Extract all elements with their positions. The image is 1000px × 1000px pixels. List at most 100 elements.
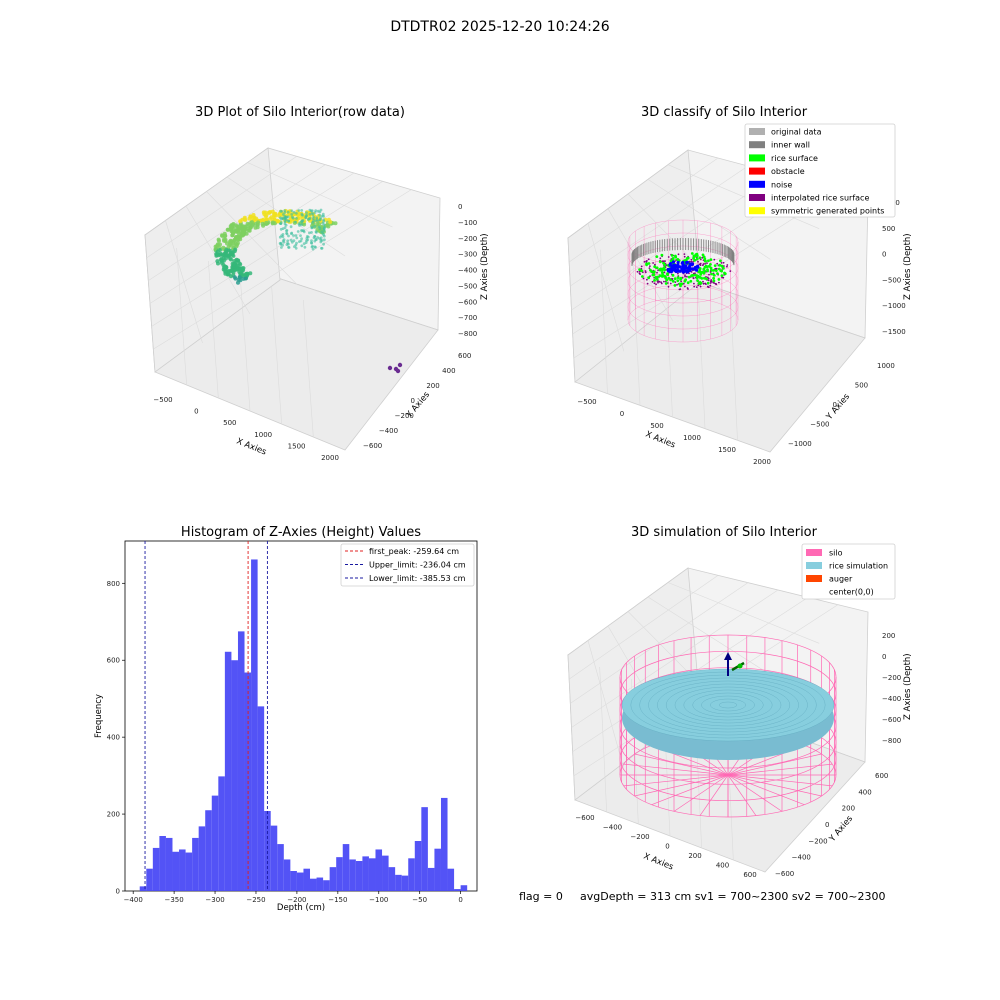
raw-point	[266, 210, 271, 215]
panel-raw-3d: 3D Plot of Silo Interior(row data) −500 0…	[144, 105, 490, 462]
rice-surface-point	[658, 274, 662, 277]
hist-bar	[362, 856, 369, 891]
raw-point	[314, 238, 318, 241]
hist-legend-label: Lower_limit: -385.53 cm	[369, 574, 466, 583]
interpolated-point	[661, 260, 664, 263]
hist-y-tick-label: 0	[116, 888, 120, 896]
rice-surface-point	[671, 273, 675, 277]
silo-floor-spoke	[623, 763, 729, 776]
interpolated-point	[699, 262, 702, 265]
cls-x-tick-label: 1000	[683, 434, 701, 442]
silo-floor-spoke	[727, 774, 805, 806]
interpolated-point	[654, 263, 656, 266]
hist-x-tick-label: −350	[164, 896, 183, 904]
raw-point	[268, 216, 273, 221]
rice-surface-point	[655, 277, 659, 281]
hist-bar	[146, 868, 153, 891]
hist-bar	[382, 855, 389, 891]
rice-surface-point	[704, 259, 707, 263]
rice-surface-point	[700, 277, 704, 280]
raw-point	[313, 245, 317, 249]
sim-y-tick-label: 0	[825, 821, 829, 829]
cls-y-tick-label: −1000	[788, 440, 812, 448]
hist-bar	[296, 872, 304, 891]
raw-y-tick-label: −600	[363, 442, 382, 450]
raw-point	[323, 238, 326, 242]
interpolated-point	[663, 271, 666, 274]
noise-point	[671, 260, 676, 264]
raw-point	[241, 268, 246, 273]
hist-bar	[224, 651, 232, 891]
raw-y-tick-label: 200	[426, 382, 439, 390]
sim-legend: silo rice simulation auger center(0,0)	[801, 543, 896, 600]
hist-bar	[218, 776, 225, 891]
interpolated-point	[677, 272, 679, 275]
raw-point	[321, 221, 325, 225]
interpolated-point	[702, 280, 704, 283]
rice-surface-point	[664, 282, 668, 285]
interpolated-point	[707, 277, 710, 280]
rice-surface-point	[710, 269, 714, 272]
hist-bar	[454, 889, 461, 891]
raw-point	[300, 223, 303, 227]
raw-point	[290, 213, 294, 216]
raw-z-tick-label: 0	[458, 203, 462, 211]
interpolated-point	[708, 273, 710, 276]
raw-z-tick-label: −400	[458, 267, 477, 275]
raw-point	[319, 236, 323, 240]
raw-point	[244, 272, 248, 276]
hist-x-tick-label: −150	[328, 896, 347, 904]
raw-point	[281, 243, 284, 247]
noise-point	[673, 266, 677, 270]
interpolated-point	[693, 285, 696, 288]
hist-bar	[165, 837, 173, 891]
raw-point	[285, 229, 288, 233]
raw-point	[240, 229, 245, 234]
raw-y-tick-label: −400	[379, 427, 398, 435]
sim-xlabel: X Axies	[642, 852, 675, 873]
raw-point	[296, 230, 300, 233]
footer-stats: avgDepth = 313 cm sv1 = 700~2300 sv2 = 7…	[580, 890, 886, 903]
raw-point	[248, 271, 253, 276]
rice-surface-point	[655, 266, 659, 270]
raw-x-tick-label: −500	[153, 396, 172, 404]
raw-point	[229, 274, 233, 279]
legend-swatch	[749, 167, 765, 175]
raw-z-tick-label: −100	[458, 219, 477, 227]
legend-swatch	[806, 549, 822, 556]
sim-y-tick-label: −200	[808, 837, 827, 845]
interpolated-point	[663, 280, 665, 283]
sim-y-tick-label: 600	[875, 772, 888, 780]
raw-point	[290, 209, 294, 213]
raw-point	[215, 252, 220, 257]
rice-surface-point	[665, 278, 669, 282]
hist-legend-label: Upper_limit: -236.04 cm	[369, 561, 466, 570]
raw-point	[233, 228, 238, 233]
raw-point	[293, 245, 296, 249]
raw-point	[295, 212, 298, 215]
sim-x-tick-label: 400	[716, 862, 729, 870]
raw-point	[286, 215, 290, 219]
raw-point	[283, 226, 287, 230]
raw-point	[234, 266, 239, 271]
interpolated-point	[706, 262, 708, 264]
rice-surface-point	[720, 274, 724, 277]
sim-x-tick-label: 0	[665, 843, 669, 851]
noise-point	[673, 269, 677, 273]
raw-point	[285, 243, 289, 247]
interpolated-point	[709, 284, 712, 287]
interpolated-point	[690, 271, 693, 273]
sim-y-tick-label: 400	[858, 788, 871, 796]
raw-point	[279, 209, 282, 213]
raw-point	[240, 233, 245, 238]
hist-x-tick-label: 0	[458, 896, 462, 904]
raw-point	[295, 217, 298, 220]
raw-point	[223, 234, 228, 238]
noise-point	[681, 260, 685, 265]
panel-classify-title: 3D classify of Silo Interior	[641, 105, 808, 120]
interpolated-point	[697, 284, 700, 287]
hist-bar	[329, 867, 337, 891]
rice-surface-point	[683, 279, 687, 283]
raw-point	[228, 243, 233, 248]
hist-bar	[355, 861, 363, 891]
